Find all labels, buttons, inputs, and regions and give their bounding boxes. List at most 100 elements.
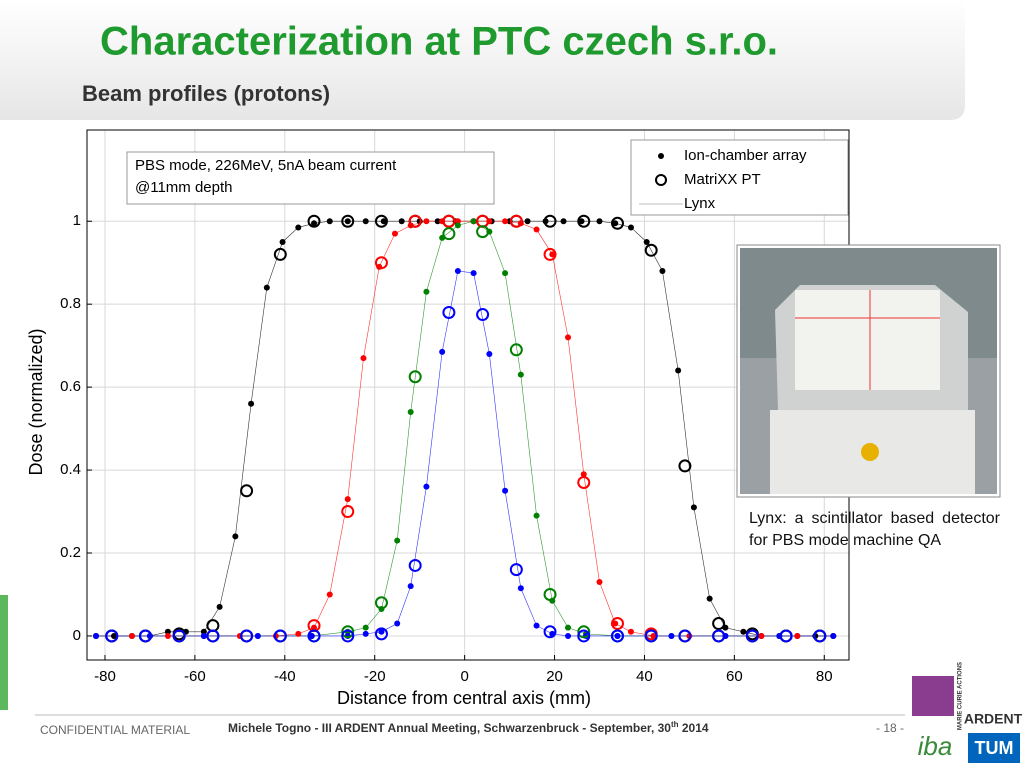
- ion-chamber-point: [627, 628, 634, 635]
- y-tick-label: 0.6: [60, 378, 81, 395]
- x-tick-label: 80: [816, 668, 833, 685]
- ion-chamber-point: [614, 632, 621, 639]
- ion-chamber-point: [344, 496, 351, 503]
- ion-chamber-point: [128, 632, 135, 639]
- matrixx-point: [476, 308, 490, 322]
- legend-label: MatriXX PT: [684, 171, 761, 188]
- ion-chamber-point: [533, 622, 540, 629]
- ion-chamber-point: [578, 218, 585, 225]
- x-tick-label: 40: [636, 668, 653, 685]
- y-tick-label: 0.2: [60, 544, 81, 561]
- ion-chamber-point: [668, 632, 675, 639]
- matrixx-point: [779, 629, 793, 643]
- logo-tum-bg: [968, 733, 1020, 763]
- matrixx-point: [206, 629, 220, 643]
- ion-chamber-point: [740, 628, 747, 635]
- legend-marker: [655, 174, 667, 186]
- matrixx-point: [543, 587, 557, 601]
- ion-chamber-point: [164, 632, 171, 639]
- matrixx-point: [712, 629, 726, 643]
- matrixx-point: [341, 505, 355, 519]
- logo-tum: TUM: [975, 738, 1014, 758]
- subtitle: Beam profiles (protons): [82, 81, 330, 106]
- matrixx-point: [374, 256, 388, 270]
- matrixx-point: [678, 629, 692, 643]
- y-tick-label: 0.8: [60, 295, 81, 312]
- ion-chamber-point: [326, 591, 333, 598]
- matrixx-point: [374, 627, 388, 641]
- logos: MARIE CURIE ACTIONS ARDENT iba TUM: [912, 662, 1023, 763]
- ion-chamber-point: [407, 583, 414, 590]
- ion-chamber-point: [434, 218, 441, 225]
- plot-area: [87, 130, 849, 660]
- matrixx-point: [644, 629, 658, 643]
- matrixx-point: [813, 629, 827, 643]
- x-tick-label: -60: [184, 668, 206, 685]
- lynx-line: [95, 220, 834, 637]
- ion-chamber-point: [502, 270, 509, 277]
- x-axis-label: Distance from central axis (mm): [337, 688, 591, 708]
- matrixx-point: [341, 629, 355, 643]
- plot-marks: [92, 214, 837, 643]
- logo-ardent: ARDENT: [964, 711, 1023, 727]
- ion-chamber-point: [248, 400, 255, 407]
- ion-chamber-point: [612, 220, 619, 227]
- ion-chamber-point: [164, 628, 171, 635]
- ion-chamber-point: [758, 632, 765, 639]
- ion-chamber-point: [565, 334, 572, 341]
- ion-chamber-point: [394, 537, 401, 544]
- matrixx-point: [307, 214, 321, 228]
- matrixx-point: [408, 558, 422, 572]
- matrixx-point: [610, 629, 624, 643]
- ion-chamber-point: [295, 630, 302, 637]
- matrixx-point: [374, 214, 388, 228]
- ion-chamber-point: [502, 487, 509, 494]
- x-tick-label: 20: [546, 668, 563, 685]
- ion-chamber-point: [794, 632, 801, 639]
- matrixx-point: [577, 214, 591, 228]
- x-tick-label: -40: [274, 668, 296, 685]
- ion-chamber-point: [232, 533, 239, 540]
- matrixx-point: [442, 305, 456, 319]
- matrixx-point: [374, 596, 388, 610]
- matrixx-point: [240, 484, 254, 498]
- ion-chamber-point: [830, 632, 837, 639]
- ion-chamber-point: [524, 218, 531, 225]
- ion-chamber-point: [454, 222, 461, 229]
- ion-chamber-point: [423, 288, 430, 295]
- ion-chamber-point: [391, 230, 398, 237]
- ion-chamber-point: [596, 218, 603, 225]
- ion-chamber-point: [92, 632, 99, 639]
- ion-chamber-point: [394, 620, 401, 627]
- matrixx-point: [273, 247, 287, 261]
- matrixx-point: [543, 214, 557, 228]
- logo-marie-curie: [912, 676, 954, 716]
- ion-chamber-point: [533, 512, 540, 519]
- ion-chamber-point: [295, 224, 302, 231]
- annotation-box: [126, 151, 495, 205]
- logo-iba: iba: [918, 731, 953, 761]
- y-tick-label: 0: [73, 627, 81, 644]
- ion-chamber-point: [407, 409, 414, 416]
- ion-chamber-point: [308, 632, 315, 639]
- logo-marie-curie-text: MARIE CURIE ACTIONS: [958, 662, 964, 730]
- ion-chamber-point: [311, 624, 318, 631]
- matrixx-point: [712, 617, 726, 631]
- matrixx-point: [341, 214, 355, 228]
- ion-chamber-point: [517, 585, 524, 592]
- ion-chamber-point: [580, 471, 587, 478]
- matrixx-point: [509, 214, 523, 228]
- ion-chamber-point: [311, 220, 318, 227]
- ion-chamber-point: [486, 350, 493, 357]
- ion-chamber-point: [380, 218, 387, 225]
- ion-chamber-point: [659, 268, 666, 275]
- ion-chamber-point: [439, 348, 446, 355]
- ion-chamber-point: [675, 367, 682, 374]
- ion-chamber-point: [470, 270, 477, 277]
- ion-chamber-point: [565, 632, 572, 639]
- matrixx-point: [172, 629, 186, 643]
- ion-chamber-point: [362, 630, 369, 637]
- matrixx-point: [610, 216, 624, 230]
- ion-chamber-point: [565, 624, 572, 631]
